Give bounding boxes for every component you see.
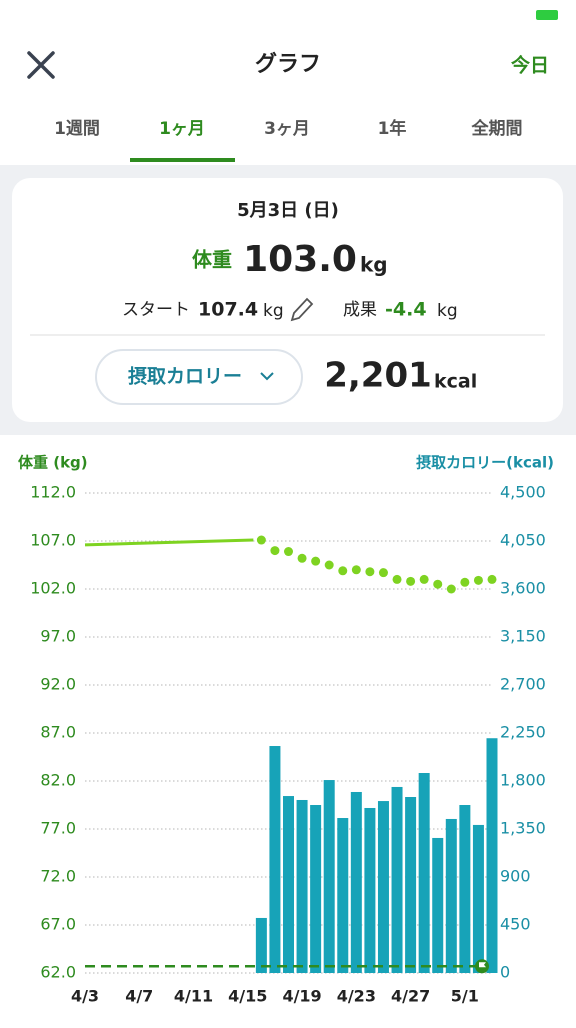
calorie-dropdown[interactable] [95, 349, 303, 405]
weight-dot [419, 574, 429, 584]
y2-tick-label: 450 [500, 915, 531, 934]
calorie-bar [418, 773, 430, 973]
y-tick-label: 102.0 [30, 579, 76, 598]
y2-tick-label: 2,700 [500, 675, 546, 694]
calorie-bar [459, 805, 471, 973]
y2-tick-label: 0 [500, 963, 510, 982]
tab[interactable]: 1週間 [54, 119, 100, 139]
y-tick-label: 62.0 [40, 963, 76, 982]
calorie-bar [337, 818, 349, 973]
calorie-bar [323, 780, 335, 973]
calorie-bar [432, 837, 444, 973]
calorie-bar [310, 805, 322, 973]
weight-dot [446, 584, 456, 594]
weight-dot [433, 579, 443, 589]
calorie-bar [472, 824, 484, 973]
calorie-bar [405, 797, 417, 973]
x-tick-label: 4/11 [174, 987, 213, 1006]
calorie-bar [283, 796, 294, 973]
calorie-bar [269, 746, 281, 973]
x-tick-label: 4/3 [71, 987, 99, 1006]
result-value: -4.4 [385, 299, 427, 321]
y2-tick-label: 1,800 [500, 771, 546, 790]
page-title: グラフ [255, 51, 321, 77]
y2-tick-label: 2,250 [500, 723, 546, 742]
weight-dot [365, 567, 375, 577]
y-tick-label: 67.0 [40, 915, 76, 934]
y-tick-label: 92.0 [40, 675, 76, 694]
weight-label: 体重 [192, 248, 232, 272]
x-tick-label: 4/27 [391, 987, 430, 1006]
x-tick-label: 4/23 [337, 987, 376, 1006]
date: 5月3日 (日) [237, 200, 339, 221]
y-tick-label: 77.0 [40, 819, 76, 838]
tab[interactable]: 3ヶ月 [264, 119, 310, 139]
tab[interactable]: 1年 [378, 118, 407, 139]
weight-dot [351, 565, 361, 575]
target-flag-icon [479, 962, 486, 971]
y-tick-label: 87.0 [40, 723, 76, 742]
calorie-bar [377, 801, 389, 973]
calorie-unit: kcal [434, 371, 477, 393]
tab-indicator [130, 158, 235, 162]
calorie-bar [391, 786, 403, 973]
y2-axis-title: 摂取カロリー(kcal) [416, 454, 554, 472]
weight-dot [270, 546, 280, 556]
x-tick-label: 4/15 [228, 987, 267, 1006]
weight-dot [392, 574, 402, 584]
weight-dot [378, 568, 388, 578]
y-tick-label: 72.0 [40, 867, 76, 886]
y-tick-label: 112.0 [30, 483, 76, 502]
y2-tick-label: 3,600 [500, 579, 546, 598]
calorie-dropdown-label: 摂取カロリー [128, 365, 242, 388]
weight-line [84, 538, 254, 547]
calorie-bar [350, 791, 362, 973]
battery-icon [536, 10, 558, 20]
calorie-bar [445, 818, 457, 973]
calorie-bar [364, 807, 376, 973]
weight-dot [460, 577, 470, 587]
calorie-bar [296, 799, 308, 973]
tab[interactable]: 1ヶ月 [159, 119, 205, 139]
start-label: スタート [122, 300, 190, 320]
weight-dot [311, 556, 321, 566]
weight-value: 103.0 [243, 239, 357, 280]
y-tick-label: 107.0 [30, 531, 76, 550]
weight-dot [256, 535, 266, 545]
y2-tick-label: 4,500 [500, 483, 546, 502]
weight-dot [487, 574, 497, 584]
y-axis-title: 体重 (kg) [18, 454, 88, 472]
y2-tick-label: 1,350 [500, 819, 546, 838]
y-tick-label: 97.0 [40, 627, 76, 646]
weight-dot [297, 553, 307, 563]
result-label: 成果 [343, 300, 377, 320]
y-tick-label: 82.0 [40, 771, 76, 790]
calorie-bar [255, 917, 267, 973]
x-tick-label: 4/19 [282, 987, 321, 1006]
close-button[interactable] [27, 51, 55, 79]
x-tick-label: 4/7 [125, 987, 153, 1006]
result-unit: kg [437, 301, 458, 321]
y2-tick-label: 3,150 [500, 627, 546, 646]
weight-dot [324, 560, 334, 570]
weight-dot [406, 576, 416, 586]
weight-unit: kg [360, 253, 388, 277]
chevron [260, 372, 274, 381]
y2-tick-label: 4,050 [500, 531, 546, 550]
weight-dot [338, 566, 348, 576]
calorie-bar [486, 738, 498, 973]
weight-dot [284, 547, 293, 557]
weight-dot [473, 575, 483, 585]
start-value: 107.4 [198, 299, 258, 321]
today-button[interactable]: 今日 [510, 54, 549, 77]
start-unit: kg [263, 301, 284, 321]
tab[interactable]: 全期間 [471, 118, 523, 139]
y2-tick-label: 900 [500, 867, 531, 886]
edit-icon[interactable] [290, 297, 314, 322]
x-tick-label: 5/1 [451, 987, 479, 1006]
calorie-value: 2,201 [324, 356, 432, 396]
